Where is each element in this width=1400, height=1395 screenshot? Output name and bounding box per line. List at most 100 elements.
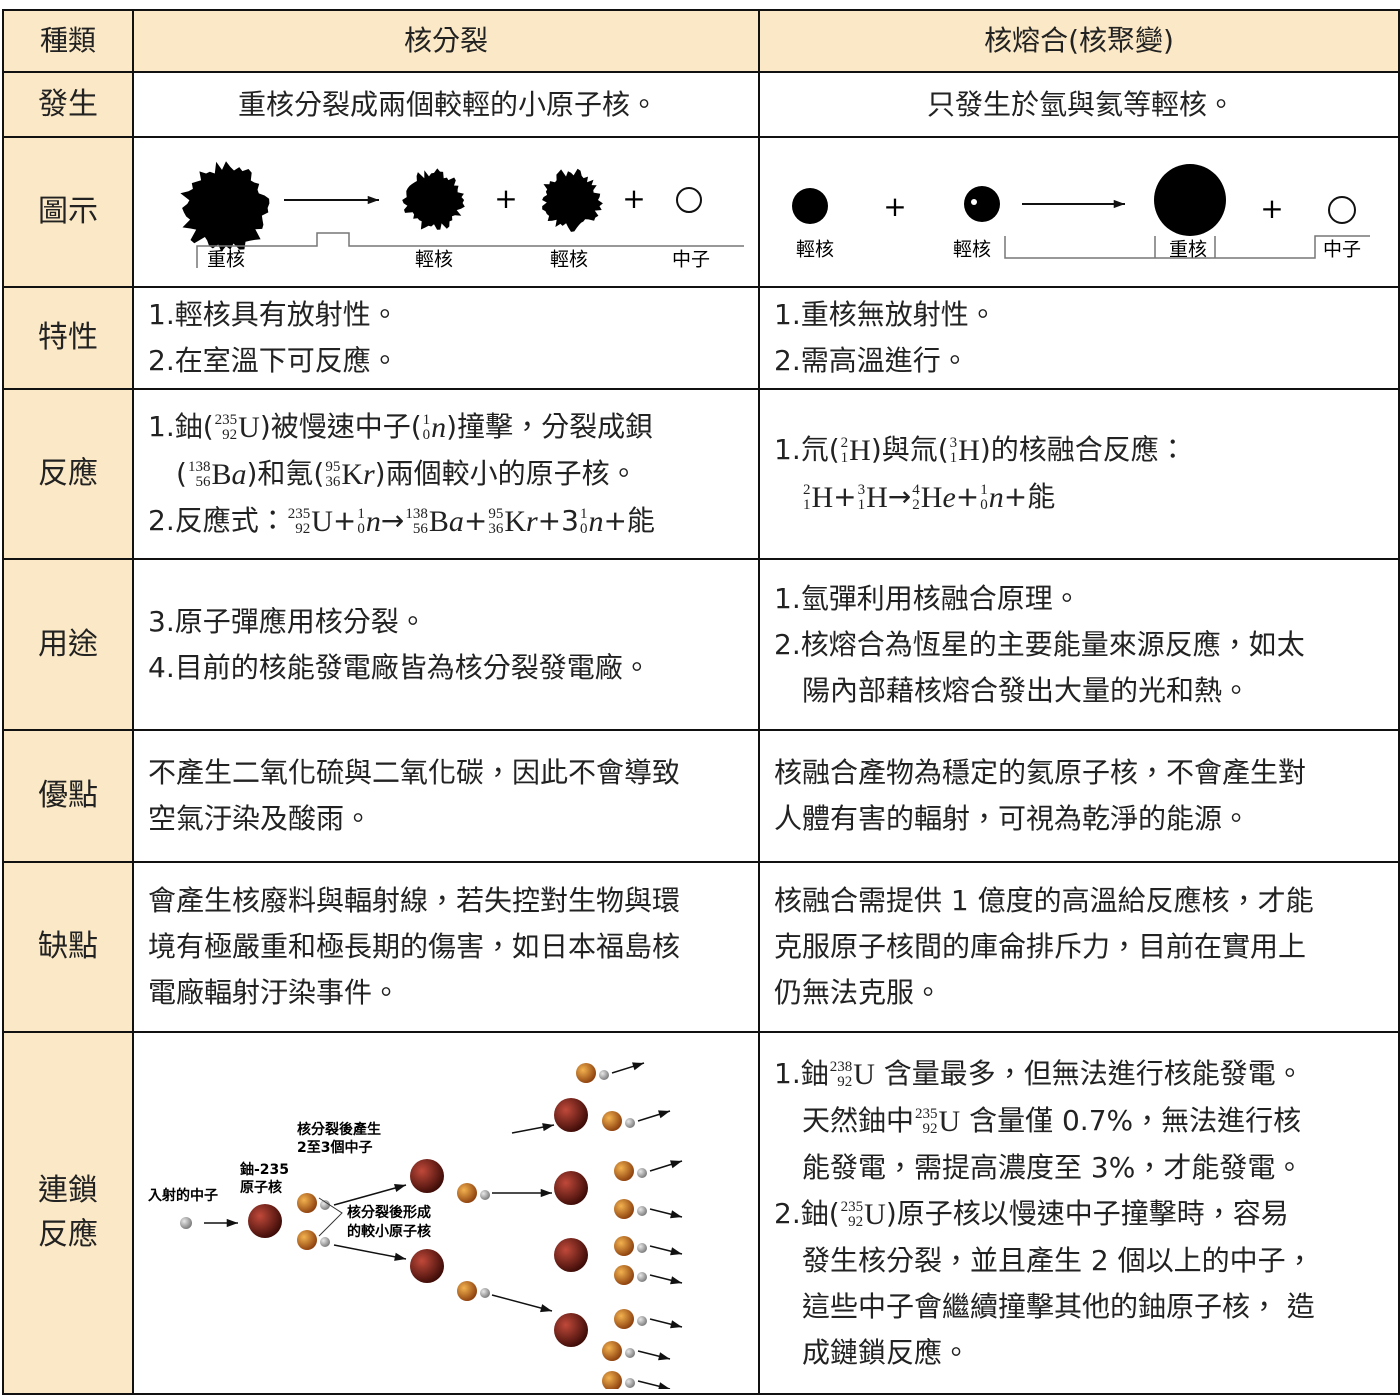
nuclide-numbers: 95 36 [325,459,340,490]
sphere [554,1313,588,1347]
sphere [320,1200,330,1210]
label-line: 發生 [38,86,98,122]
text-line: 3.原子彈應用核分裂。 [148,599,748,645]
text-line: 2.需高溫進行。 [774,338,1388,384]
diagram-label: 輕核 [415,249,453,271]
text: 1.氘( [774,433,840,466]
text: )原子核以慢速中子撞擊時，容易 [885,1196,1289,1230]
sphere [614,1309,634,1329]
text-line: 會產生核廢料與輻射線，若失控對生物與環 [148,878,748,924]
nuclide-numbers: 138 56 [405,506,428,537]
mass-number: 3 [949,435,958,451]
sphere [410,1159,444,1193]
mass-number: 95 [488,505,504,522]
mass-number: 1 [422,411,431,428]
text-line: 重核分裂成兩個較輕的小原子核。 [148,82,748,128]
text: 核融合需提供 1 億度的高溫給反應核，才能 [774,884,1314,917]
mass-number: 238 [829,1058,853,1075]
text: 1.鈾( [148,409,214,443]
mass-number: 138 [187,458,211,475]
arrow-head [632,1062,644,1071]
header-cell: 種類 [2,9,134,73]
diagram-label: 輕核 [550,249,588,271]
diagram-label: 中子 [672,249,710,271]
nuclide-numbers: 138 56 [187,458,211,490]
variable: n [988,481,1004,514]
element-symbol: K [504,504,526,538]
element-symbol: H [958,434,980,467]
table-row: 連鎖 反應 核分裂後產生 2至3個中子 鈾-235 原子核 入射的中子 核分裂後形成 的較小原子… [2,1031,1400,1395]
text: 空氣汙染及酸雨。 [148,802,373,835]
text: 含量最多，但無法進行核能發電。 [874,1056,1304,1090]
atomic-number: 1 [840,450,849,466]
element-symbol: K [341,457,363,491]
mass-number: 235 [915,1105,938,1122]
sphere [180,1217,192,1229]
text: 2.鈾( [774,1196,840,1230]
text-line: 天然鈾中 235 92 U 含量僅 0.7%，無法進行核 [774,1098,1388,1145]
sphere [602,1111,622,1131]
image-label: 核分裂後產生 [297,1121,381,1138]
mass-number: 3 [857,482,866,498]
text-line: 1.氘(2 1 H)與氚(3 1 H)的核融合反應： [774,427,1388,474]
text-line: 發生核分裂，並且產生 2 個以上的中子， [774,1238,1388,1284]
element-symbol: B [211,457,232,491]
mass-number: 235 [287,505,311,522]
sphere [599,1070,609,1080]
image-label: 原子核 [240,1179,282,1196]
element-symbol: H [849,434,871,467]
nucleus [542,168,603,232]
mass-number: 235 [214,411,238,428]
text-line: 1.氫彈利用核融合原理。 [774,576,1388,622]
variable: e [942,481,956,514]
sphere [625,1378,635,1388]
text: 含量僅 0.7%，無法進行核 [960,1103,1302,1137]
text-line: 境有極嚴重和極長期的傷害，如日本福島核 [148,924,748,970]
text: + [955,480,980,513]
image-label: 核分裂後形成 [347,1204,431,1221]
text: 境有極嚴重和極長期的傷害，如日本福島核 [148,930,681,963]
text: 2.核熔合為恆星的主要能量來源反應，如太 [774,627,1305,661]
element-symbol: H [920,481,943,514]
fission-diagram: + + 重核 輕核 輕核 中子 [180,161,744,271]
sphere [480,1190,490,1200]
highlight [971,199,977,205]
sphere [320,1237,330,1247]
table-row: 用途 3.原子彈應用核分裂。 4.目前的核能發電廠皆為核分裂發電廠。 1.氫彈利用核融… [2,558,1400,731]
sphere [297,1193,317,1213]
fusion-diagram: + + 輕核 輕核 重核 中子 [792,164,1370,261]
arrow-head [658,1110,670,1119]
sphere [614,1161,634,1181]
image-label: 鈾-235 [239,1161,289,1178]
image-label: 入射的中子 [147,1187,218,1204]
nuclide: 235 92 U [287,499,333,545]
table-row: 圖示 + + 重核 輕核 輕核 中子 + + 輕核 輕核 重核 中子 [2,136,1400,288]
bracket-line [1004,235,1370,259]
atomic-number: 56 [412,520,428,537]
sphere [602,1341,622,1361]
label-line: 反應 [38,1217,98,1252]
mass-number: 1 [980,482,988,498]
nucleus [180,161,270,252]
sphere [614,1265,634,1285]
arrow-head [540,1188,552,1198]
text-line: 能發電，需提高濃度至 3%，才能發電。 [774,1145,1388,1191]
left-cell: 不產生二氧化硫與二氧化碳，因此不會導致 空氣汙染及酸雨。 [132,729,760,863]
text-line: 1.輕核具有放射性。 [148,292,748,338]
element-symbol: U [938,1104,961,1138]
plus-sign: + [494,182,517,215]
sphere [637,1243,647,1253]
